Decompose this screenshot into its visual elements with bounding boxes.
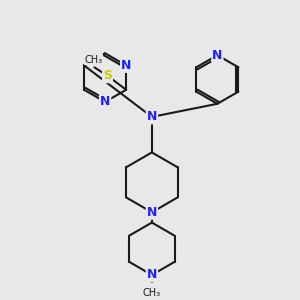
- Text: N: N: [121, 59, 131, 72]
- Text: CH₃: CH₃: [84, 55, 103, 64]
- Text: N: N: [100, 95, 110, 108]
- Text: CH₃: CH₃: [143, 288, 161, 298]
- Text: N: N: [147, 206, 157, 219]
- Text: N: N: [147, 110, 157, 123]
- Text: N: N: [147, 268, 157, 281]
- Text: N: N: [212, 49, 223, 62]
- Text: S: S: [103, 69, 112, 82]
